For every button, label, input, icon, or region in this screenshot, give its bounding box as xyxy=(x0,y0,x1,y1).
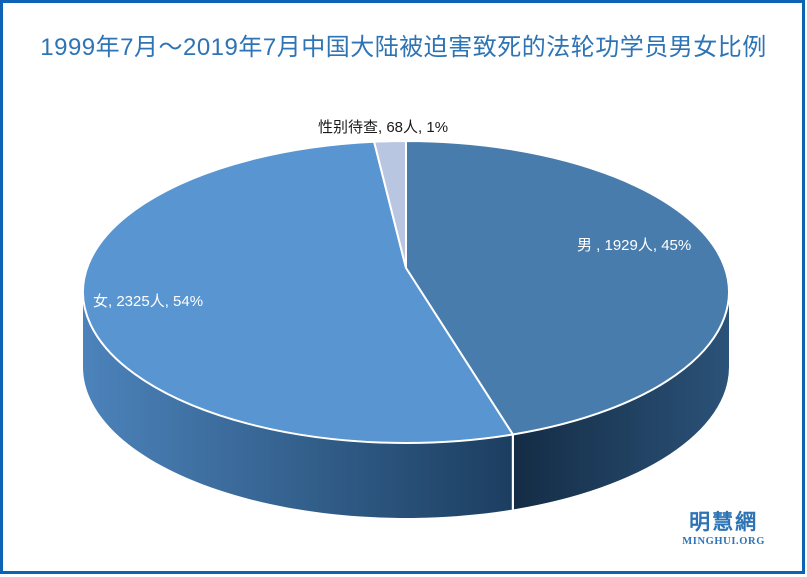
data-label-female: 女, 2325人, 54% xyxy=(93,293,204,310)
data-label-male: 男 , 1929人, 45% xyxy=(577,237,692,254)
pie-side-male xyxy=(512,292,729,510)
minghui-logo: 明慧網 MINGHUI.ORG xyxy=(682,512,765,548)
data-label-gender-unknown: 性别待查, 68人, 1% xyxy=(318,119,449,136)
chart-title: 1999年7月～2019年7月中国大陆被迫害致死的法轮功学员男女比例 xyxy=(40,34,767,61)
minghui-logo-url: MINGHUI.ORG xyxy=(682,536,765,547)
pie-slice-gender-unknown xyxy=(373,140,407,269)
pie-slice-female xyxy=(81,140,514,444)
pie-slice-male xyxy=(405,140,730,436)
minghui-logo-chinese: 明慧網 xyxy=(689,511,759,534)
pie-side-female xyxy=(83,292,513,518)
